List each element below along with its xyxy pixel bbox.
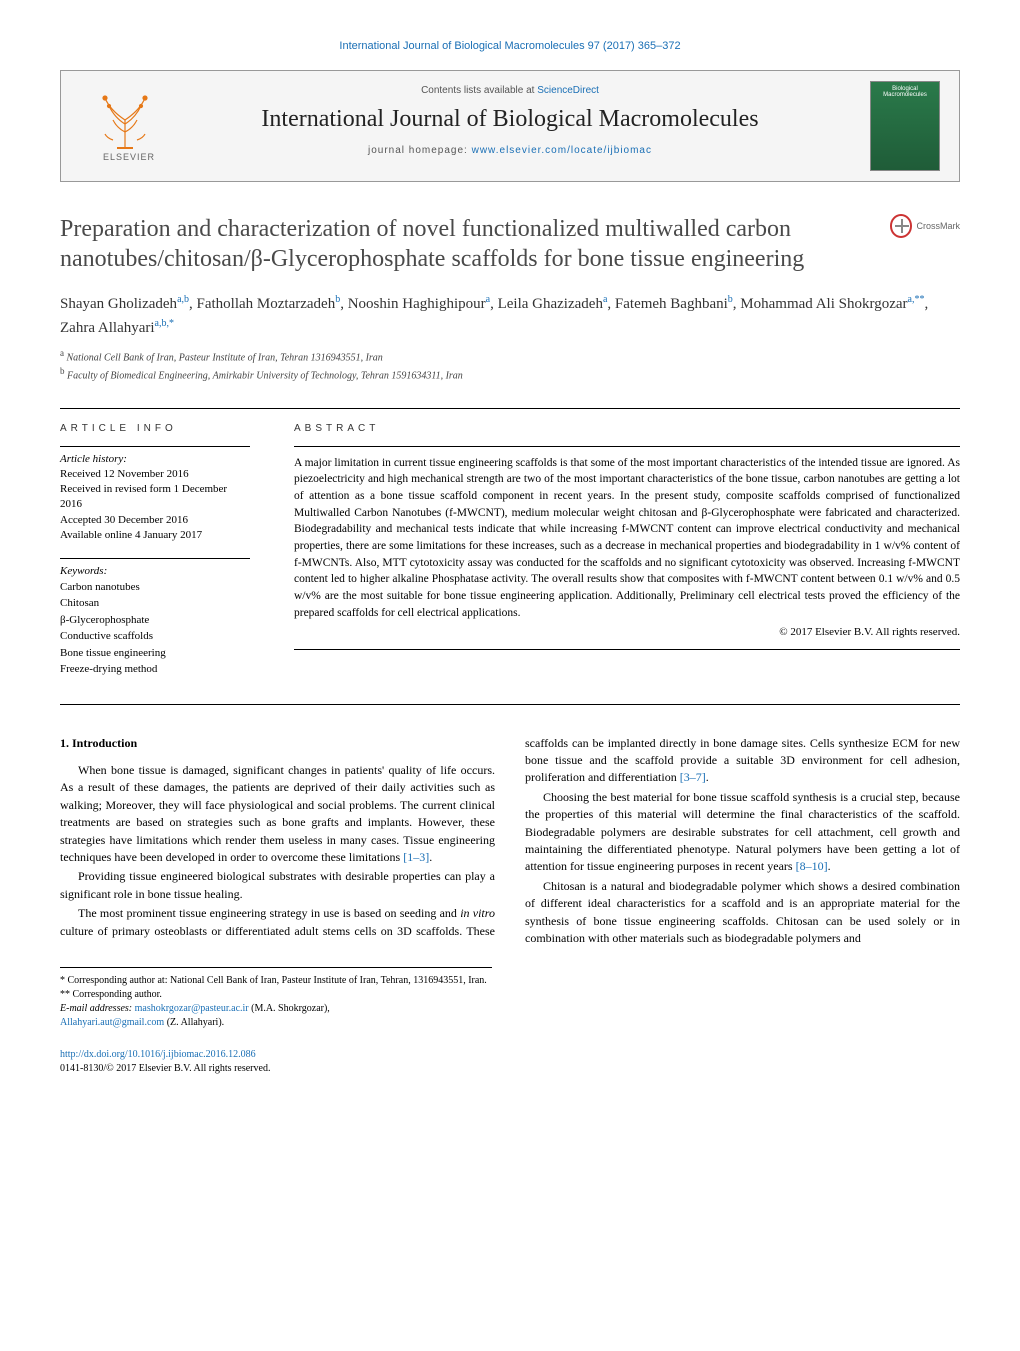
homepage-prefix: journal homepage:: [368, 145, 472, 156]
affiliation-b-text: Faculty of Biomedical Engineering, Amirk…: [67, 371, 463, 382]
body-paragraph: When bone tissue is damaged, significant…: [60, 762, 495, 866]
author-list: Shayan Gholizadeha,b, Fathollah Moztarza…: [60, 292, 960, 339]
article-info-heading: article info: [60, 423, 250, 434]
abstract-body: A major limitation in current tissue eng…: [294, 457, 960, 619]
body-paragraph: Choosing the best material for bone tiss…: [525, 789, 960, 876]
keywords-label: Keywords:: [60, 565, 250, 577]
p1-text: When bone tissue is damaged, significant…: [60, 763, 495, 864]
abstract-text: A major limitation in current tissue eng…: [294, 446, 960, 651]
crossmark-icon: [890, 214, 912, 238]
section-rule: [60, 704, 960, 705]
p3a-text: The most prominent tissue engineering st…: [78, 906, 460, 920]
contents-lists-line: Contents lists available at ScienceDirec…: [165, 85, 855, 96]
article-title: Preparation and characterization of nove…: [60, 214, 870, 274]
keyword-item: Chitosan: [60, 595, 250, 612]
keyword-item: Conductive scaffolds: [60, 628, 250, 645]
keywords-block: Keywords: Carbon nanotubesChitosanβ-Glyc…: [60, 558, 250, 678]
cover-text: Biological Macromolecules: [875, 86, 935, 98]
doi-block: http://dx.doi.org/10.1016/j.ijbiomac.201…: [60, 1048, 960, 1076]
email-label: E-mail addresses:: [60, 1003, 135, 1014]
ref-link[interactable]: [3–7]: [680, 770, 706, 784]
issn-copyright-line: 0141-8130/© 2017 Elsevier B.V. All right…: [60, 1063, 270, 1074]
abstract-copyright: © 2017 Elsevier B.V. All rights reserved…: [294, 625, 960, 641]
abstract-heading: abstract: [294, 423, 960, 434]
journal-cover-block: Biological Macromolecules: [865, 81, 945, 171]
journal-cover-thumbnail: Biological Macromolecules: [870, 81, 940, 171]
history-label: Article history:: [60, 453, 250, 465]
contents-prefix: Contents lists available at: [421, 85, 537, 96]
body-paragraph: Chitosan is a natural and biodegradable …: [525, 878, 960, 948]
affiliation-b: b Faculty of Biomedical Engineering, Ami…: [60, 365, 960, 383]
history-line: Available online 4 January 2017: [60, 528, 250, 543]
email1-who: (M.A. Shokrgozar),: [249, 1003, 330, 1014]
keyword-item: Carbon nanotubes: [60, 579, 250, 596]
history-line: Received in revised form 1 December 2016: [60, 482, 250, 513]
abstract-column: abstract A major limitation in current t…: [270, 423, 960, 692]
affiliation-a-text: National Cell Bank of Iran, Pasteur Inst…: [67, 352, 383, 363]
email-link-1[interactable]: mashokrgozar@pasteur.ac.ir: [135, 1003, 249, 1014]
affiliations: a National Cell Bank of Iran, Pasteur In…: [60, 347, 960, 384]
publisher-logo-block: ELSEVIER: [75, 81, 155, 171]
journal-name: International Journal of Biological Macr…: [165, 106, 855, 133]
intro-heading: 1. Introduction: [60, 735, 495, 752]
email2-who: (Z. Allahyari).: [164, 1017, 224, 1028]
history-line: Received 12 November 2016: [60, 467, 250, 482]
masthead: ELSEVIER Contents lists available at Sci…: [60, 70, 960, 182]
publisher-name: ELSEVIER: [103, 152, 155, 162]
masthead-center: Contents lists available at ScienceDirec…: [155, 81, 865, 171]
history-line: Accepted 30 December 2016: [60, 513, 250, 528]
ref-link[interactable]: [8–10]: [796, 859, 828, 873]
elsevier-tree-icon: [95, 90, 155, 150]
homepage-line: journal homepage: www.elsevier.com/locat…: [165, 145, 855, 156]
crossmark-label: CrossMark: [916, 221, 960, 231]
footnotes: * Corresponding author at: National Cell…: [60, 967, 492, 1030]
corresponding-note-1: * Corresponding author at: National Cell…: [60, 974, 492, 988]
body-paragraph: Providing tissue engineered biological s…: [60, 868, 495, 903]
keyword-item: Bone tissue engineering: [60, 645, 250, 662]
article-history-block: Article history: Received 12 November 20…: [60, 446, 250, 544]
ref-link[interactable]: [1–3]: [403, 850, 429, 864]
sciencedirect-link[interactable]: ScienceDirect: [537, 85, 599, 96]
affiliation-a: a National Cell Bank of Iran, Pasteur In…: [60, 347, 960, 365]
email-line: E-mail addresses: mashokrgozar@pasteur.a…: [60, 1002, 492, 1030]
keyword-item: Freeze-drying method: [60, 661, 250, 678]
body-columns: 1. Introduction When bone tissue is dama…: [60, 735, 960, 948]
crossmark-badge[interactable]: CrossMark: [890, 214, 960, 238]
p4-text: Choosing the best material for bone tiss…: [525, 790, 960, 874]
homepage-link[interactable]: www.elsevier.com/locate/ijbiomac: [472, 145, 652, 156]
keyword-item: β-Glycerophosphate: [60, 612, 250, 629]
doi-link[interactable]: http://dx.doi.org/10.1016/j.ijbiomac.201…: [60, 1049, 256, 1060]
email-link-2[interactable]: Allahyari.aut@gmail.com: [60, 1017, 164, 1028]
p3b-italic: in vitro: [460, 906, 495, 920]
article-info-column: article info Article history: Received 1…: [60, 423, 270, 692]
running-head: International Journal of Biological Macr…: [60, 40, 960, 52]
corresponding-note-2: ** Corresponding author.: [60, 988, 492, 1002]
